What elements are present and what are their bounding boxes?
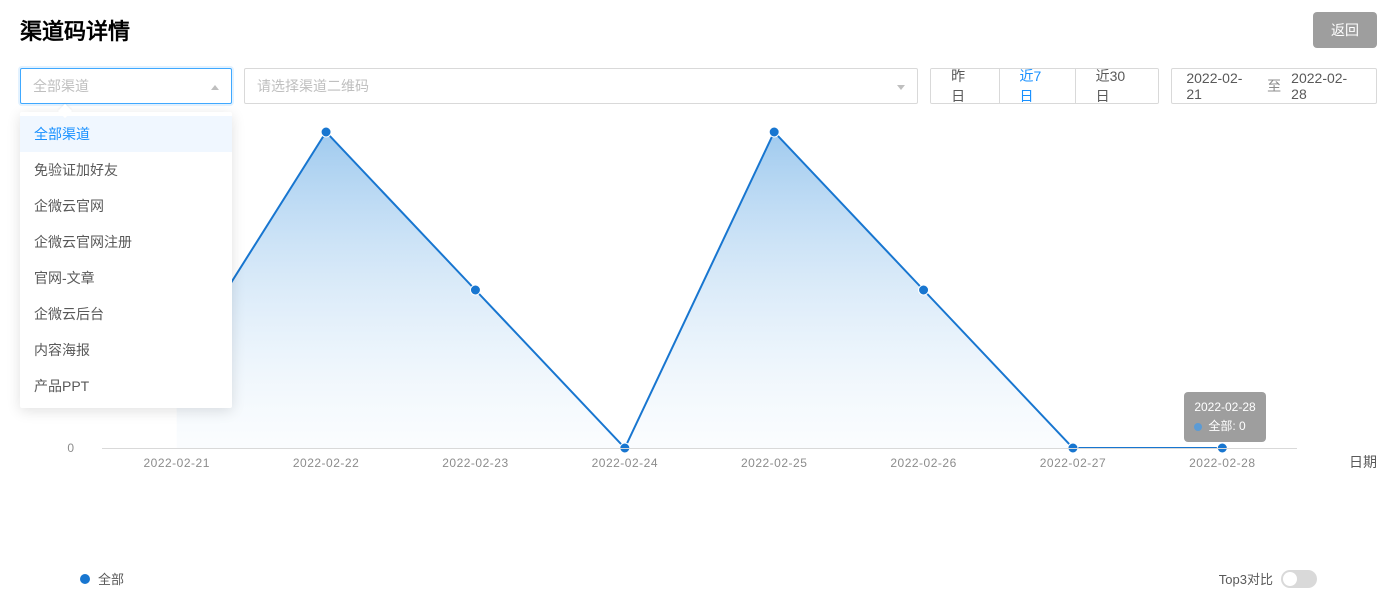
chart-marker[interactable] xyxy=(919,285,929,295)
time-tab[interactable]: 近30日 xyxy=(1076,69,1159,103)
top3-toggle[interactable] xyxy=(1281,570,1317,588)
top3-label: Top3对比 xyxy=(1219,569,1273,588)
x-tick: 2022-02-23 xyxy=(401,456,550,470)
time-tab[interactable]: 昨日 xyxy=(931,69,999,103)
date-sep: 至 xyxy=(1267,76,1281,96)
chart-marker[interactable] xyxy=(321,127,331,137)
chart-marker[interactable] xyxy=(769,127,779,137)
qrcode-select[interactable]: 请选择渠道二维码 xyxy=(244,68,918,104)
date-start: 2022-02-21 xyxy=(1186,70,1257,102)
x-tick: 2022-02-27 xyxy=(998,456,1147,470)
x-tick: 2022-02-24 xyxy=(550,456,699,470)
legend-dot-icon xyxy=(80,574,90,584)
channel-select-wrap: 全部渠道 全部渠道免验证加好友企微云官网企微云官网注册官网-文章企微云后台内容海… xyxy=(20,68,232,104)
tooltip-date: 2022-02-28 xyxy=(1194,398,1255,417)
plot: 2022-02-28 全部: 0 xyxy=(102,132,1297,448)
x-axis-labels: 2022-02-212022-02-222022-02-232022-02-24… xyxy=(102,456,1297,470)
chevron-down-icon xyxy=(897,77,905,95)
channel-dropdown: 全部渠道免验证加好友企微云官网企微云官网注册官网-文章企微云后台内容海报产品PP… xyxy=(20,112,232,408)
time-range-tabs: 昨日近7日近30日 xyxy=(930,68,1159,104)
channel-option[interactable]: 免验证加好友 xyxy=(20,152,232,188)
channel-option[interactable]: 企微云后台 xyxy=(20,296,232,332)
chevron-up-icon xyxy=(211,77,219,95)
channel-select[interactable]: 全部渠道 xyxy=(20,68,232,104)
legend: 全部 xyxy=(80,569,124,588)
time-tab[interactable]: 近7日 xyxy=(1000,69,1076,103)
x-axis-line xyxy=(102,448,1297,449)
qrcode-select-placeholder: 请选择渠道二维码 xyxy=(257,76,369,96)
channel-option[interactable]: 全部渠道 xyxy=(20,116,232,152)
x-tick: 2022-02-22 xyxy=(251,456,400,470)
channel-option[interactable]: 官网-文章 xyxy=(20,260,232,296)
channel-option[interactable]: 内容海报 xyxy=(20,332,232,368)
legend-series-label: 全部 xyxy=(98,569,124,588)
tooltip-dot-icon xyxy=(1194,423,1202,431)
x-tick: 2022-02-26 xyxy=(849,456,998,470)
date-range-picker[interactable]: 2022-02-21 至 2022-02-28 xyxy=(1171,68,1377,104)
x-tick: 2022-02-25 xyxy=(700,456,849,470)
x-axis-title: 日期 xyxy=(1349,452,1377,472)
back-button[interactable]: 返回 xyxy=(1313,12,1377,48)
page-title: 渠道码详情 xyxy=(20,14,130,46)
tooltip-value: 全部: 0 xyxy=(1208,419,1245,433)
channel-select-placeholder: 全部渠道 xyxy=(33,76,89,96)
channel-option[interactable]: 产品PPT xyxy=(20,368,232,404)
channel-option[interactable]: 企微云官网 xyxy=(20,188,232,224)
channel-option[interactable]: 企微云官网注册 xyxy=(20,224,232,260)
x-tick: 2022-02-28 xyxy=(1148,456,1297,470)
chart-tooltip: 2022-02-28 全部: 0 xyxy=(1184,392,1265,442)
date-end: 2022-02-28 xyxy=(1291,70,1362,102)
y-tick: 0 xyxy=(67,441,74,455)
x-tick: 2022-02-21 xyxy=(102,456,251,470)
chart-marker[interactable] xyxy=(470,285,480,295)
